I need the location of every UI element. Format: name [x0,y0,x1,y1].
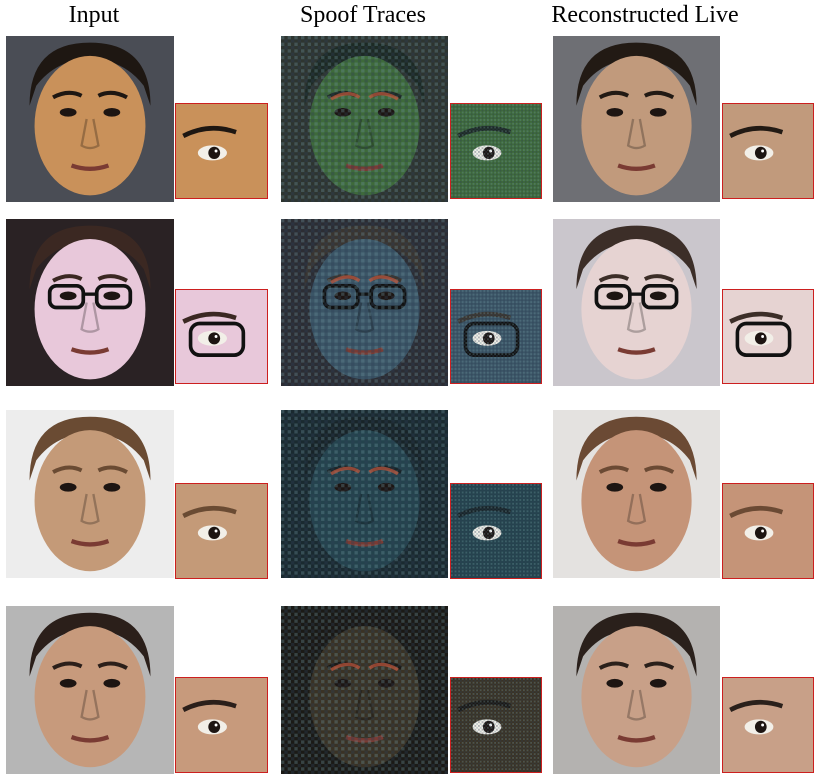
makeup-attack-trace-eye-crop [450,483,542,579]
makeup-attack-input-face-image [6,410,174,578]
mask-attack-live-face-image [553,606,720,774]
print-attack-trace-eye-crop [450,103,542,199]
replay-attack-input-eye-crop [175,289,268,384]
makeup-attack-live-face-image [553,410,720,578]
mask-attack-input-face-image [6,606,174,774]
replay-attack-input-face-image [6,219,174,386]
mask-attack-trace-eye-crop [450,677,542,773]
replay-attack-live-eye-crop [722,289,814,384]
replay-attack-live-face-image [553,219,720,386]
print-attack-input-eye-crop [175,103,268,199]
replay-attack-trace-eye-crop [450,289,542,384]
replay-attack-trace-face-image [281,219,448,386]
print-attack-live-face-image [553,36,720,202]
mask-attack-live-eye-crop [722,677,814,773]
header-spoof-traces: Spoof Traces [299,2,426,28]
print-attack-input-face-image [6,36,174,202]
header-input: Input [68,2,120,28]
mask-attack-trace-face-image [281,606,448,774]
makeup-attack-trace-face-image [281,410,448,578]
mask-attack-input-eye-crop [175,677,268,773]
print-attack-live-eye-crop [722,103,814,199]
makeup-attack-input-eye-crop [175,483,268,579]
header-reconstructed-live: Reconstructed Live [551,2,739,28]
print-attack-trace-face-image [281,36,448,202]
makeup-attack-live-eye-crop [722,483,814,579]
